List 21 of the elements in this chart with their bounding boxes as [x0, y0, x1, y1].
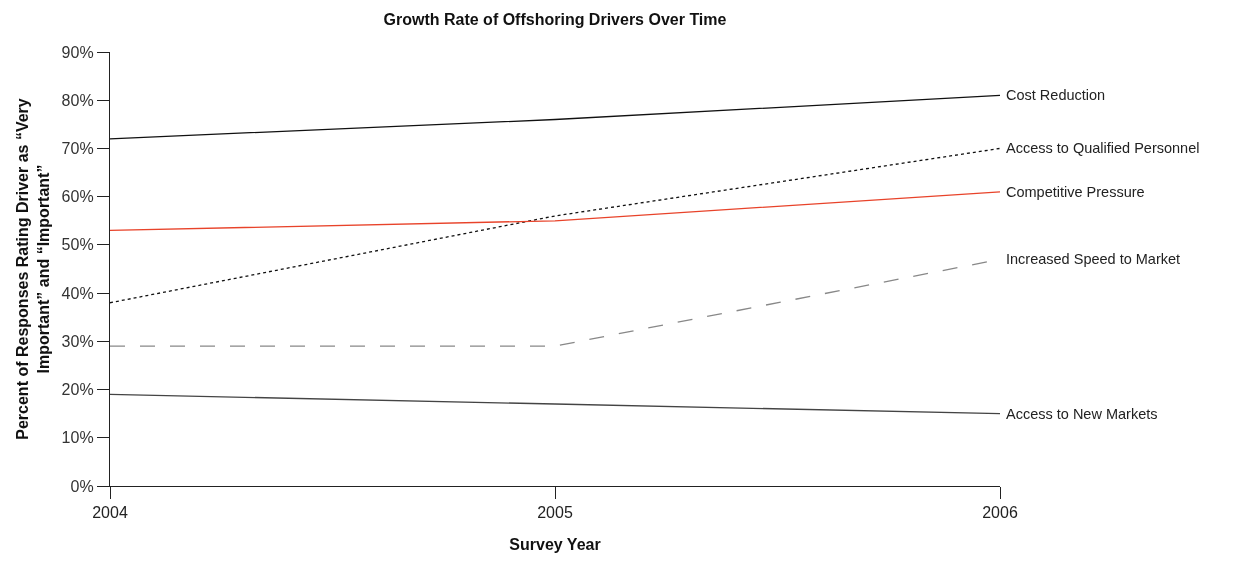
x-tick-label: 2005 — [537, 504, 573, 522]
y-tick-label: 20% — [61, 381, 94, 399]
chart-title: Growth Rate of Offshoring Drivers Over Time — [383, 11, 727, 29]
y-axis-title: Percent of Responses Rating Driver as “Very Important” and “Important” — [13, 98, 52, 440]
x-tick-label: 2004 — [92, 504, 128, 522]
x-tick-label: 2006 — [982, 504, 1018, 522]
series-label: Access to Qualified Personnel — [1006, 140, 1200, 156]
series-label: Competitive Pressure — [1006, 184, 1145, 200]
y-tick-label: 70% — [61, 140, 94, 158]
series-label: Access to New Markets — [1006, 406, 1158, 422]
y-tick-label: 0% — [70, 477, 94, 495]
y-tick-label: 50% — [61, 236, 94, 254]
x-axis-title: Survey Year — [509, 536, 601, 554]
y-tick-label: 40% — [61, 284, 94, 302]
series-label: Increased Speed to Market — [1006, 251, 1181, 267]
y-tick-label: 10% — [61, 429, 94, 447]
y-tick-label: 60% — [61, 188, 94, 206]
series-label: Cost Reduction — [1006, 87, 1106, 103]
y-tick-label: 80% — [61, 91, 94, 109]
y-tick-label: 90% — [61, 43, 94, 61]
y-tick-label: 30% — [61, 332, 94, 350]
